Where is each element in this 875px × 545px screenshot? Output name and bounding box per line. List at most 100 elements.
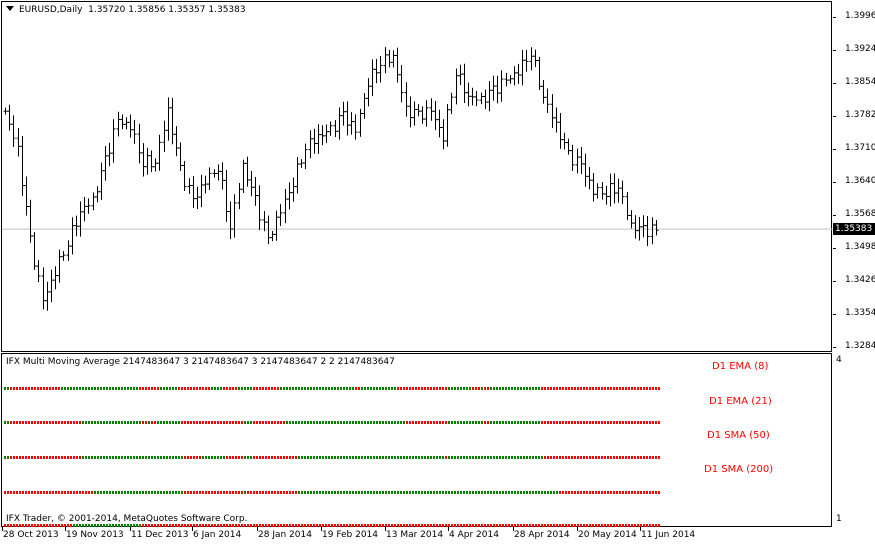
ma-dot — [25, 524, 27, 527]
date-tick-label: 4 Apr 2014 — [449, 530, 499, 540]
ma-dot — [223, 421, 225, 424]
ma-dot — [511, 491, 513, 494]
ma-dot — [49, 456, 51, 459]
ma-dot — [469, 421, 471, 424]
ma-dot — [85, 456, 87, 459]
ma-dot — [253, 387, 255, 390]
ohlc-bar — [195, 186, 200, 210]
ma-dot — [88, 387, 90, 390]
ma-dot — [442, 387, 444, 390]
ma-dot — [529, 491, 531, 494]
ma-dot — [133, 387, 135, 390]
ma-dot — [19, 524, 21, 527]
ohlc-bar — [558, 113, 563, 149]
ma-dot — [127, 524, 129, 527]
ma-dot — [211, 456, 213, 459]
price-tick-label: 1.33540 — [832, 308, 875, 318]
ma-dot — [73, 491, 75, 494]
ma-dot — [175, 387, 177, 390]
ohlc-bar — [412, 101, 417, 126]
ma-dot — [487, 387, 489, 390]
ma-dot — [322, 456, 324, 459]
ma-dot — [622, 421, 624, 424]
ohlc-bar — [149, 150, 154, 172]
ma-dot — [484, 524, 486, 527]
ma-dot — [499, 524, 501, 527]
ma-dot — [583, 524, 585, 527]
ma-dot — [547, 524, 549, 527]
ma-dot — [382, 456, 384, 459]
ma-dot — [595, 491, 597, 494]
ma-dot — [634, 456, 636, 459]
ma-dot — [139, 421, 141, 424]
price-chart-pane[interactable] — [1, 1, 833, 352]
ma-dot — [388, 456, 390, 459]
ohlc-bar — [433, 100, 438, 131]
ma-dot — [223, 491, 225, 494]
ohlc-bar — [483, 89, 488, 109]
ohlc-bar — [212, 169, 217, 178]
ma-dot — [421, 491, 423, 494]
ma-dot — [391, 456, 393, 459]
ma-dot — [208, 524, 210, 527]
ma-dot — [268, 387, 270, 390]
ma-dot — [406, 491, 408, 494]
ma-dot — [553, 524, 555, 527]
ma-dot — [580, 491, 582, 494]
ma-dot — [412, 421, 414, 424]
ma-dot — [493, 524, 495, 527]
ma-dot — [373, 456, 375, 459]
ma-dot — [430, 491, 432, 494]
ma-dot — [31, 524, 33, 527]
ma-dot — [28, 387, 30, 390]
ma-dot — [82, 524, 84, 527]
ma-dot — [490, 491, 492, 494]
ma-dot — [475, 421, 477, 424]
ma-dot — [196, 456, 198, 459]
ma-dot — [334, 456, 336, 459]
ma-dot — [295, 387, 297, 390]
ma-dot — [178, 456, 180, 459]
ma-dot — [76, 421, 78, 424]
ma-dot — [157, 524, 159, 527]
ma-dot — [79, 387, 81, 390]
ma-dot — [496, 456, 498, 459]
ma-dot — [409, 491, 411, 494]
ma-dot — [97, 491, 99, 494]
ma-dot — [202, 524, 204, 527]
ma-dot — [49, 524, 51, 527]
ma-dot — [640, 524, 642, 527]
ohlc-bar — [516, 63, 521, 84]
ma-dot — [127, 456, 129, 459]
ma-dot — [271, 491, 273, 494]
ma-dot — [133, 456, 135, 459]
ma-dot — [424, 387, 426, 390]
ma-dot — [532, 421, 534, 424]
ma-dot — [505, 456, 507, 459]
ohlc-bar — [554, 107, 559, 133]
dropdown-triangle-icon[interactable] — [6, 6, 14, 11]
ma-dot — [310, 421, 312, 424]
ma-dot — [37, 456, 39, 459]
ma-dot — [646, 421, 648, 424]
ma-dot — [658, 456, 660, 459]
ma-dot — [49, 387, 51, 390]
ma-dot — [421, 456, 423, 459]
ma-dot — [196, 491, 198, 494]
ma-dot — [130, 421, 132, 424]
ma-dot — [115, 491, 117, 494]
ohlc-bar — [162, 120, 167, 152]
ma-dot — [385, 524, 387, 527]
ma-dot — [319, 421, 321, 424]
indicator-pane[interactable] — [1, 353, 832, 527]
ma-dot — [496, 491, 498, 494]
ma-dot — [13, 456, 15, 459]
ma-dot — [604, 421, 606, 424]
ohlc-bar — [145, 147, 150, 175]
ma-dot — [190, 387, 192, 390]
ma-dot — [250, 491, 252, 494]
ma-dot — [577, 421, 579, 424]
ma-dot — [217, 524, 219, 527]
ma-dot — [622, 491, 624, 494]
ma-dot — [136, 387, 138, 390]
